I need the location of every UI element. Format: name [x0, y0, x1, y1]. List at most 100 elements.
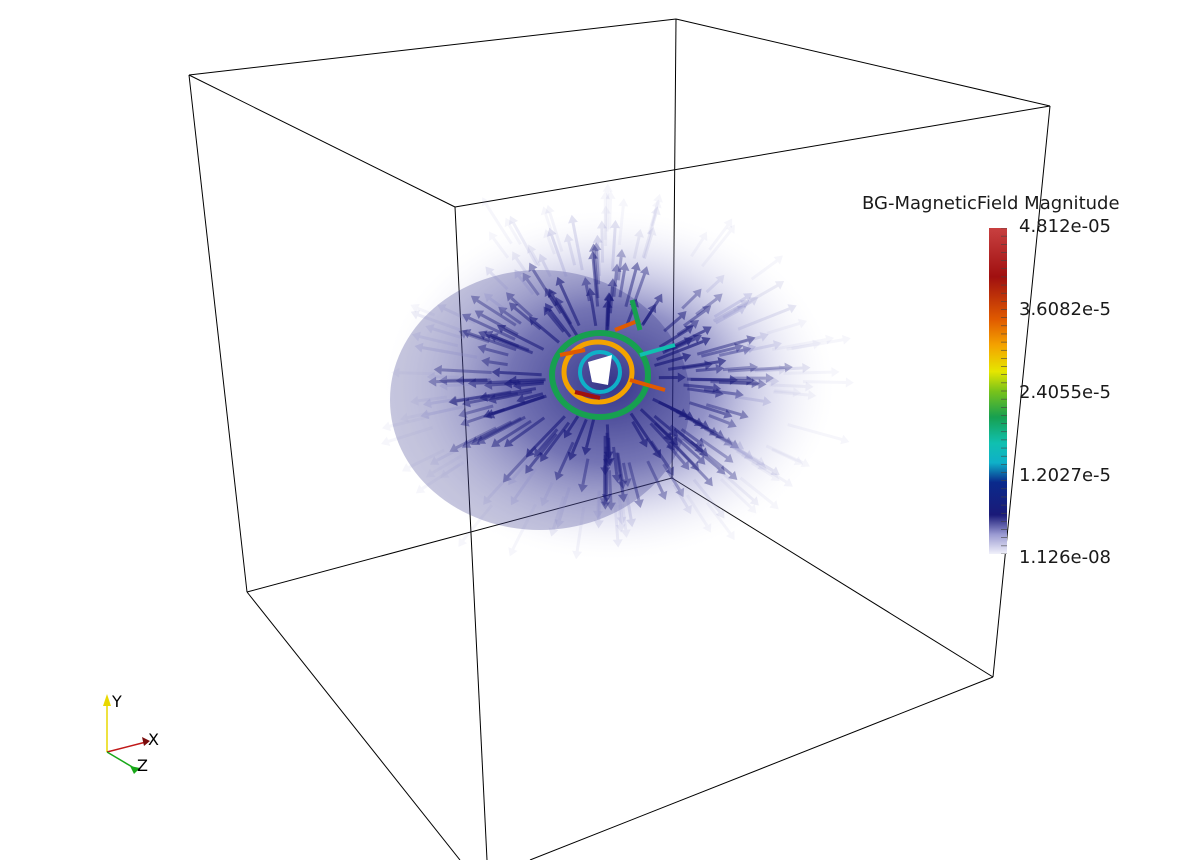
field-arrow-head: [716, 465, 726, 475]
field-arrow-shaft: [705, 279, 720, 294]
field-arrow-head: [588, 250, 599, 260]
field-arrow-head: [772, 340, 782, 350]
field-arrow-head: [684, 325, 694, 335]
field-arrow-shaft: [699, 437, 729, 459]
field-arrow-shaft: [533, 320, 560, 344]
field-arrow-shaft: [417, 313, 461, 332]
field-arrow-head: [739, 409, 749, 420]
field-arrow-head: [512, 380, 522, 391]
field-arrow-head: [734, 342, 744, 353]
field-arrow-shaft: [511, 503, 537, 550]
field-arrow-head: [461, 439, 472, 448]
field-arrow-shaft: [551, 294, 579, 337]
field-arrow-shaft: [557, 487, 571, 521]
field-arrow-shaft: [802, 380, 846, 384]
field-arrow-head: [567, 451, 578, 461]
scalar-bar-label-4: 1.2027e-5: [1019, 465, 1112, 486]
field-arrow-head: [770, 472, 780, 482]
field-arrow-head: [618, 493, 628, 503]
field-arrow-shaft: [695, 297, 718, 316]
field-arrow-shaft: [791, 338, 844, 351]
field-arrow-head: [700, 420, 710, 429]
field-arrow-shaft: [570, 418, 588, 454]
field-arrow-head: [651, 199, 662, 209]
field-arrow-shaft: [509, 416, 546, 444]
field-arrow-shaft: [641, 213, 658, 259]
field-arrow-shaft: [488, 360, 508, 367]
field-arrow-head: [543, 229, 553, 239]
field-arrow-shaft: [783, 370, 832, 375]
scalar-bar[interactable]: [989, 228, 1007, 554]
field-arrow-head: [715, 274, 725, 285]
field-arrow-head: [426, 468, 436, 478]
field-arrow-shaft: [476, 299, 517, 327]
field-arrow-shaft: [687, 416, 719, 436]
field-arrow-shaft: [680, 428, 700, 443]
field-arrow-head: [437, 304, 447, 314]
field-arrow-shaft: [700, 230, 732, 268]
field-arrow-shaft: [515, 257, 527, 273]
field-arrow-shaft: [787, 423, 843, 441]
field-arrow-head: [458, 408, 468, 419]
field-arrow-shaft: [738, 335, 762, 345]
field-arrow-shaft: [548, 308, 572, 338]
field-arrow-head: [639, 266, 650, 276]
field-arrow-shaft: [513, 467, 538, 500]
field-arrow-shaft: [682, 363, 706, 370]
field-arrow-shaft: [529, 415, 566, 453]
field-arrow-head: [498, 306, 508, 316]
field-arrow-head: [592, 510, 603, 520]
field-arrow-shaft: [773, 390, 809, 397]
field-arrow-shaft: [672, 434, 701, 461]
field-arrow-shaft: [537, 428, 559, 452]
field-arrow-head: [784, 362, 793, 373]
field-arrow-shaft: [675, 429, 704, 453]
field-arrow-shaft: [647, 201, 660, 235]
field-arrow-shaft: [422, 346, 478, 359]
field-arrow-shaft: [665, 434, 696, 466]
field-arrow-head: [724, 453, 734, 463]
field-arrow-head: [689, 320, 700, 329]
field-arrow-head: [758, 379, 767, 389]
field-arrow-shaft: [468, 316, 516, 341]
field-arrow-shaft: [606, 300, 611, 327]
field-arrow-head: [616, 516, 627, 526]
field-arrow-shaft: [616, 452, 624, 482]
field-arrow-shaft: [703, 427, 734, 446]
field-arrow-head: [481, 356, 490, 367]
field-arrow-head: [577, 483, 588, 493]
field-arrow-shaft: [675, 410, 698, 424]
field-arrow-head: [546, 227, 557, 237]
field-arrow-shaft: [531, 268, 557, 307]
field-arrow-head: [698, 447, 709, 457]
field-arrow-shaft: [631, 420, 645, 442]
field-arrow-shaft: [641, 299, 660, 326]
field-arrow-shaft: [595, 250, 601, 285]
field-arrow-head: [701, 336, 711, 346]
field-arrow-head: [757, 461, 767, 470]
field-arrow-head: [540, 497, 550, 507]
field-arrow-head: [563, 428, 573, 439]
field-arrow-head: [563, 233, 574, 243]
field-arrow-shaft: [417, 306, 436, 317]
field-arrow-head: [802, 363, 811, 373]
field-arrow-shaft: [517, 275, 535, 295]
field-arrow-shaft: [581, 458, 590, 485]
field-arrow-head: [845, 377, 854, 388]
field-arrow-head: [449, 396, 458, 407]
field-arrow-head: [391, 367, 400, 378]
field-arrow-head: [690, 461, 700, 471]
field-arrow-head: [723, 218, 733, 228]
field-arrow-shaft: [447, 378, 488, 382]
field-arrow-head: [831, 367, 840, 378]
field-arrow-head: [483, 495, 493, 505]
scalar-bar-ticks: [1001, 228, 1007, 554]
field-arrow-shaft: [713, 431, 739, 447]
field-arrow-head: [504, 438, 514, 448]
field-arrow-head: [769, 500, 779, 510]
field-arrow-head: [668, 427, 679, 437]
field-arrow-shaft: [520, 381, 544, 387]
field-arrow-head: [458, 537, 468, 547]
field-arrow-shaft: [750, 461, 775, 478]
